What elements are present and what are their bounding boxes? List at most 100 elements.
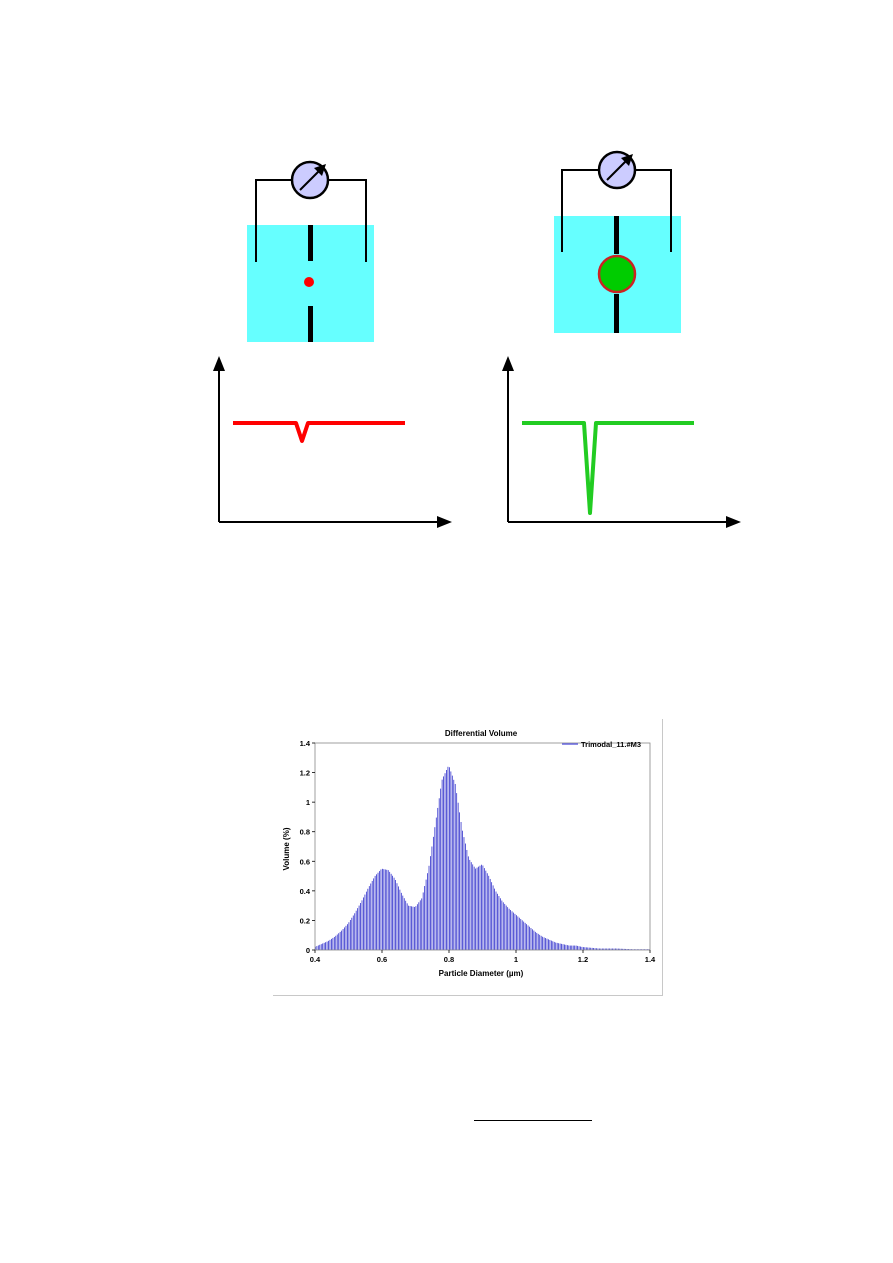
bar <box>363 897 364 950</box>
bar <box>354 913 356 950</box>
y-tick-label: 0.2 <box>300 916 310 925</box>
bar <box>415 906 417 950</box>
bar <box>450 771 452 950</box>
bar <box>390 873 392 950</box>
bar <box>377 872 379 950</box>
bar <box>534 931 536 950</box>
bar <box>457 802 459 950</box>
small-pulse-trace <box>233 421 405 443</box>
bar <box>428 865 430 950</box>
small-particle <box>304 277 314 287</box>
bar <box>473 866 475 950</box>
bar <box>336 934 338 950</box>
bar <box>332 937 334 950</box>
bar <box>470 862 472 950</box>
bar <box>456 793 458 950</box>
bar <box>532 929 533 950</box>
small-pulse-graph <box>213 356 452 528</box>
bar <box>383 869 385 950</box>
bar <box>469 859 471 950</box>
bar <box>418 902 420 950</box>
plot-area-border <box>314 742 651 951</box>
bar <box>412 906 414 950</box>
bar <box>542 936 544 950</box>
bar <box>466 849 468 950</box>
aperture-wall-bottom-left <box>308 306 313 342</box>
bar <box>365 891 367 950</box>
x-axis-arrow-left <box>437 516 452 528</box>
bar <box>597 948 599 950</box>
bar <box>620 948 622 950</box>
bar <box>374 875 376 950</box>
bar <box>502 902 504 950</box>
bar <box>583 947 584 950</box>
bar <box>517 916 519 950</box>
x-tick-label: 1.2 <box>578 955 588 964</box>
bar <box>345 925 347 950</box>
bar <box>609 948 611 950</box>
bar <box>476 867 478 950</box>
y-axis-label: Volume (%) <box>282 827 291 870</box>
bar <box>440 788 442 950</box>
bar <box>419 900 421 950</box>
bar <box>482 865 484 950</box>
large-pulse-trace <box>522 421 694 515</box>
bar <box>483 868 485 950</box>
bar <box>584 947 586 950</box>
bar <box>527 925 529 950</box>
bar <box>501 900 503 950</box>
bar <box>361 900 363 950</box>
bar <box>566 945 568 950</box>
bar <box>399 889 401 950</box>
bar <box>565 944 567 950</box>
bar <box>581 946 583 950</box>
y-tick-label: 0.6 <box>300 857 310 866</box>
bar <box>393 877 395 950</box>
bar <box>494 888 495 950</box>
bar <box>344 927 345 950</box>
circuit-wire-left <box>255 179 291 262</box>
bar <box>364 894 366 950</box>
bar <box>628 949 629 950</box>
bar <box>342 929 344 950</box>
bar <box>326 941 328 950</box>
bar <box>616 948 618 950</box>
x-axis-arrow-right <box>726 516 741 528</box>
bar <box>444 773 446 950</box>
large-pulse-graph <box>502 356 741 528</box>
bar <box>360 903 361 950</box>
x-tick-label: 1 <box>514 955 518 964</box>
bar <box>447 766 449 950</box>
bar <box>449 767 450 950</box>
y-tick-label: 0 <box>306 946 310 955</box>
bar <box>499 898 501 950</box>
bar <box>392 875 393 950</box>
large-particle-aperture <box>554 150 681 333</box>
x-tick-label: 1.4 <box>645 955 656 964</box>
circuit-wire-right-2 <box>636 169 672 252</box>
bar <box>552 941 554 950</box>
bar <box>548 939 549 950</box>
bar <box>607 948 609 950</box>
y-axis-arrow-right <box>502 356 514 371</box>
x-tick-label: 0.8 <box>444 955 454 964</box>
bar <box>371 880 373 950</box>
bar <box>411 906 412 950</box>
bar <box>348 922 350 950</box>
bar <box>533 930 535 950</box>
bar <box>467 856 469 950</box>
chart-title: Differential Volume <box>445 729 518 738</box>
bar <box>400 892 402 950</box>
bar <box>403 898 405 950</box>
bar <box>504 903 506 950</box>
bar <box>622 948 624 950</box>
circuit-wire-right <box>561 169 598 252</box>
bar <box>564 944 565 950</box>
bar <box>315 946 316 950</box>
bar <box>339 931 341 950</box>
bar <box>572 945 574 950</box>
bar <box>530 928 532 950</box>
bar <box>367 888 369 950</box>
chart-frame: Differential Volume Volume (%) Particle … <box>273 719 663 996</box>
bar <box>495 891 497 950</box>
